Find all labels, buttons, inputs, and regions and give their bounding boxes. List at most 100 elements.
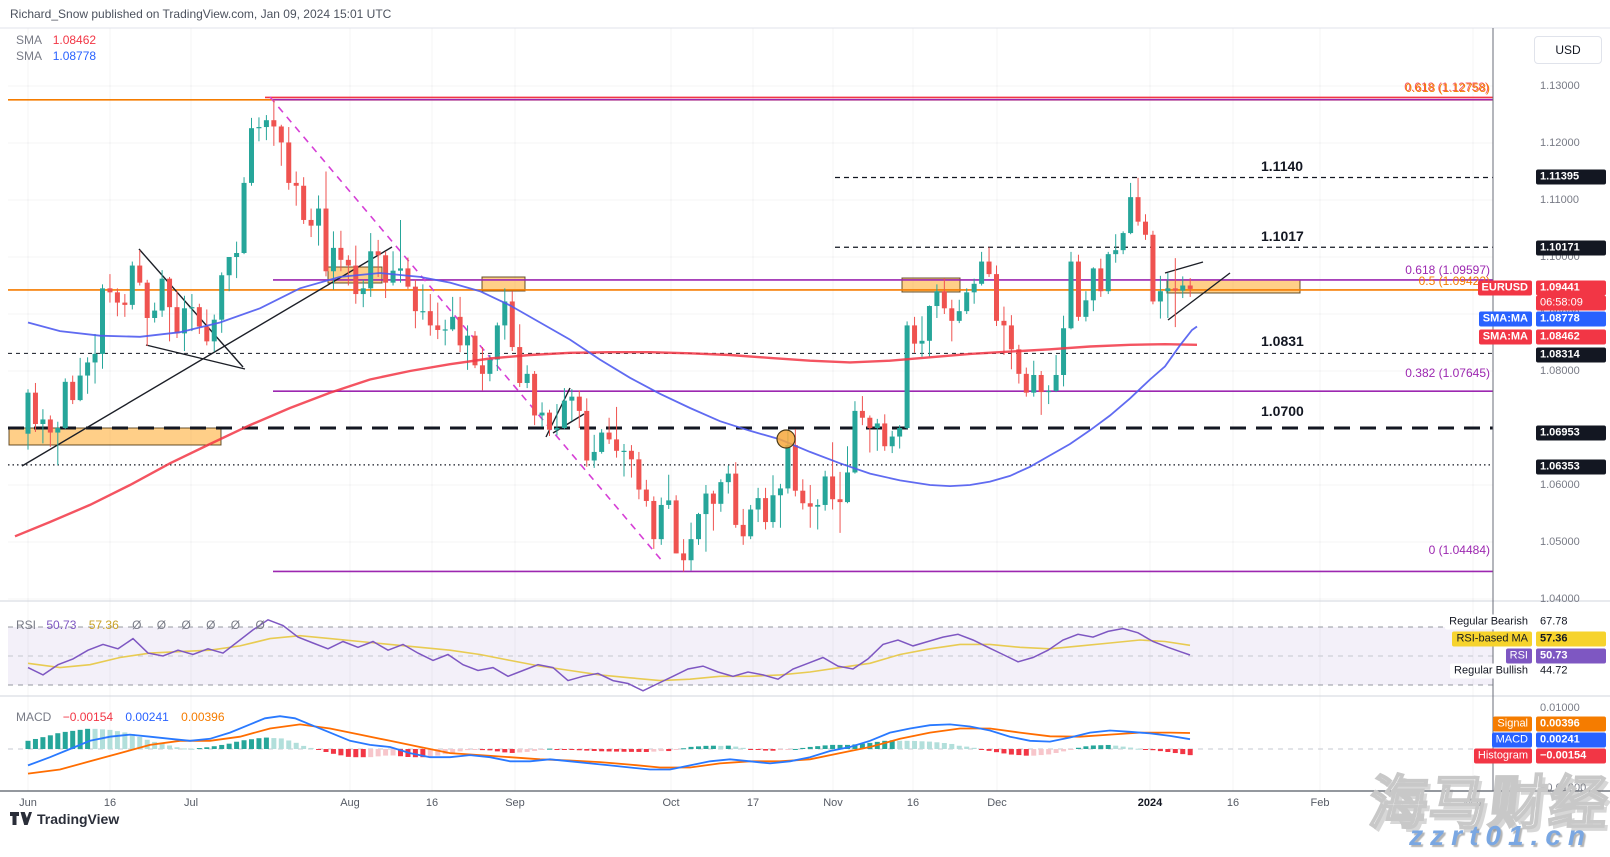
- key-level-label: 1.1017: [1258, 228, 1307, 244]
- rsi-row-label: RSI-based MA: [1452, 631, 1532, 647]
- price-axis-tick[interactable]: 1.06000: [1540, 479, 1580, 491]
- macd-histogram-bar: [986, 749, 992, 751]
- time-axis-tick[interactable]: 16: [906, 797, 920, 809]
- sma2-value: 1.08778: [52, 49, 97, 63]
- price-axis-tick[interactable]: 1.08000: [1540, 365, 1580, 377]
- currency-selector-button[interactable]: USD: [1534, 36, 1602, 64]
- macd-histogram-bar: [77, 729, 83, 749]
- macd-histogram-bar: [278, 738, 284, 749]
- macd-histogram-bar: [517, 749, 523, 753]
- time-axis-tick[interactable]: 17: [746, 797, 760, 809]
- fib-level-label: 0.5 (1.09422): [1418, 274, 1490, 288]
- rsi-legend[interactable]: RSI 50.73 57.36 Ø Ø Ø Ø Ø Ø: [16, 618, 271, 632]
- macd-histogram-bar: [293, 742, 299, 749]
- macd-histogram-bar: [330, 749, 336, 754]
- macd-histogram-bar: [606, 749, 612, 752]
- macd-histogram-bar: [107, 729, 113, 749]
- macd-histogram-bar: [658, 749, 664, 752]
- macd-histogram-bar: [383, 749, 389, 756]
- trendline[interactable]: [145, 344, 246, 370]
- macd-histogram-bar: [1143, 749, 1148, 750]
- price-badge: 1.08778: [1536, 311, 1606, 327]
- supply-demand-zone[interactable]: [1166, 279, 1301, 294]
- price-axis-tick[interactable]: 1.04000: [1540, 593, 1580, 605]
- macd-histogram-bar: [770, 749, 776, 751]
- trendline-dashed[interactable]: [269, 96, 664, 563]
- macd-histogram-bar: [673, 749, 679, 750]
- time-axis-tick[interactable]: 16: [425, 797, 439, 809]
- sma1-value: 1.08462: [52, 33, 97, 47]
- macd-histogram-bar: [32, 738, 38, 749]
- time-axis-tick[interactable]: Feb: [1310, 797, 1330, 809]
- time-axis-tick[interactable]: Mar: [1463, 797, 1483, 809]
- rsi-ma-line[interactable]: [27, 634, 1191, 682]
- tradingview-logo-link[interactable]: TradingView: [10, 811, 119, 827]
- macd-histogram-bar: [718, 745, 724, 749]
- macd-histogram-bar: [47, 735, 53, 749]
- macd-histogram-bar: [204, 747, 210, 749]
- time-axis-tick[interactable]: Sep: [505, 797, 525, 809]
- supply-demand-zone[interactable]: [481, 276, 526, 292]
- macd-histogram-bar: [122, 732, 128, 749]
- macd-histogram-bar: [256, 738, 262, 749]
- macd-histogram-bar: [1113, 745, 1119, 749]
- macd-histogram-bar: [241, 740, 247, 749]
- macd-histogram-bar: [174, 747, 180, 749]
- price-axis-tick[interactable]: 1.13000: [1540, 80, 1580, 92]
- macd-histogram-bar: [1105, 744, 1111, 749]
- macd-histogram-bar: [636, 749, 642, 752]
- macd-histogram-bar: [1150, 749, 1156, 751]
- rsi-line[interactable]: [27, 618, 1191, 692]
- macd-histogram-bar: [494, 749, 500, 752]
- macd-histogram-bar: [785, 749, 791, 750]
- time-axis-tick[interactable]: Jul: [183, 797, 199, 809]
- macd-histogram-bar: [1180, 749, 1186, 755]
- macd-histogram-bar: [703, 745, 709, 749]
- macd-row-value: −0.00154: [1536, 748, 1606, 764]
- time-axis-tick[interactable]: Aug: [340, 797, 360, 809]
- macd-signal-line[interactable]: [27, 723, 1191, 775]
- macd-histogram-bar: [263, 737, 269, 749]
- macd-histogram-bar: [375, 749, 381, 757]
- macd-histogram-bar: [196, 748, 202, 750]
- macd-histogram-bar: [822, 745, 828, 749]
- time-axis-tick[interactable]: Jun: [19, 797, 37, 809]
- time-axis-tick[interactable]: Oct: [662, 797, 680, 809]
- supply-demand-zone[interactable]: [8, 427, 222, 446]
- circle-marker[interactable]: [776, 429, 796, 449]
- sma-legend-row-1[interactable]: SMA 1.08462: [16, 33, 96, 47]
- price-axis-tick[interactable]: 1.12000: [1540, 137, 1580, 149]
- macd-histogram-bar: [1061, 749, 1067, 752]
- macd-histogram-bar: [420, 749, 426, 758]
- macd-histogram-bar: [599, 749, 605, 752]
- macd-histogram-bar: [338, 749, 344, 756]
- macd-line[interactable]: [27, 715, 1191, 771]
- time-axis-tick[interactable]: 16: [1226, 797, 1240, 809]
- price-axis-tick[interactable]: 1.05000: [1540, 536, 1580, 548]
- time-axis-tick[interactable]: 2024: [1137, 797, 1163, 809]
- macd-histogram-bar: [807, 746, 813, 749]
- price-axis-tick[interactable]: 1.11000: [1540, 194, 1579, 206]
- macd-axis-tick[interactable]: 0.01000: [1540, 702, 1580, 714]
- macd-histogram-bar: [226, 743, 232, 749]
- time-axis-tick[interactable]: Nov: [823, 797, 843, 809]
- macd-histogram-bar: [390, 749, 396, 756]
- time-axis-tick[interactable]: 16: [103, 797, 117, 809]
- sma-legend-row-2[interactable]: SMA 1.08778: [16, 49, 96, 63]
- sma-blue-line[interactable]: [27, 272, 1198, 488]
- time-axis-tick[interactable]: Dec: [987, 797, 1007, 809]
- trendline[interactable]: [21, 246, 393, 467]
- macd-histogram-bar: [368, 749, 374, 758]
- price-badge: 1.11395: [1536, 169, 1606, 185]
- sma-red-line[interactable]: [14, 342, 1198, 538]
- macd-axis-tick[interactable]: −0.01000: [1540, 782, 1587, 794]
- macd-histogram-bar: [301, 745, 307, 749]
- macd-histogram-bar: [800, 747, 806, 749]
- macd-legend[interactable]: MACD −0.00154 0.00241 0.00396: [16, 710, 225, 724]
- macd-histogram-bar: [1172, 749, 1178, 754]
- trendline[interactable]: [1164, 261, 1204, 274]
- trendline[interactable]: [1167, 272, 1231, 321]
- supply-demand-zone[interactable]: [901, 277, 961, 293]
